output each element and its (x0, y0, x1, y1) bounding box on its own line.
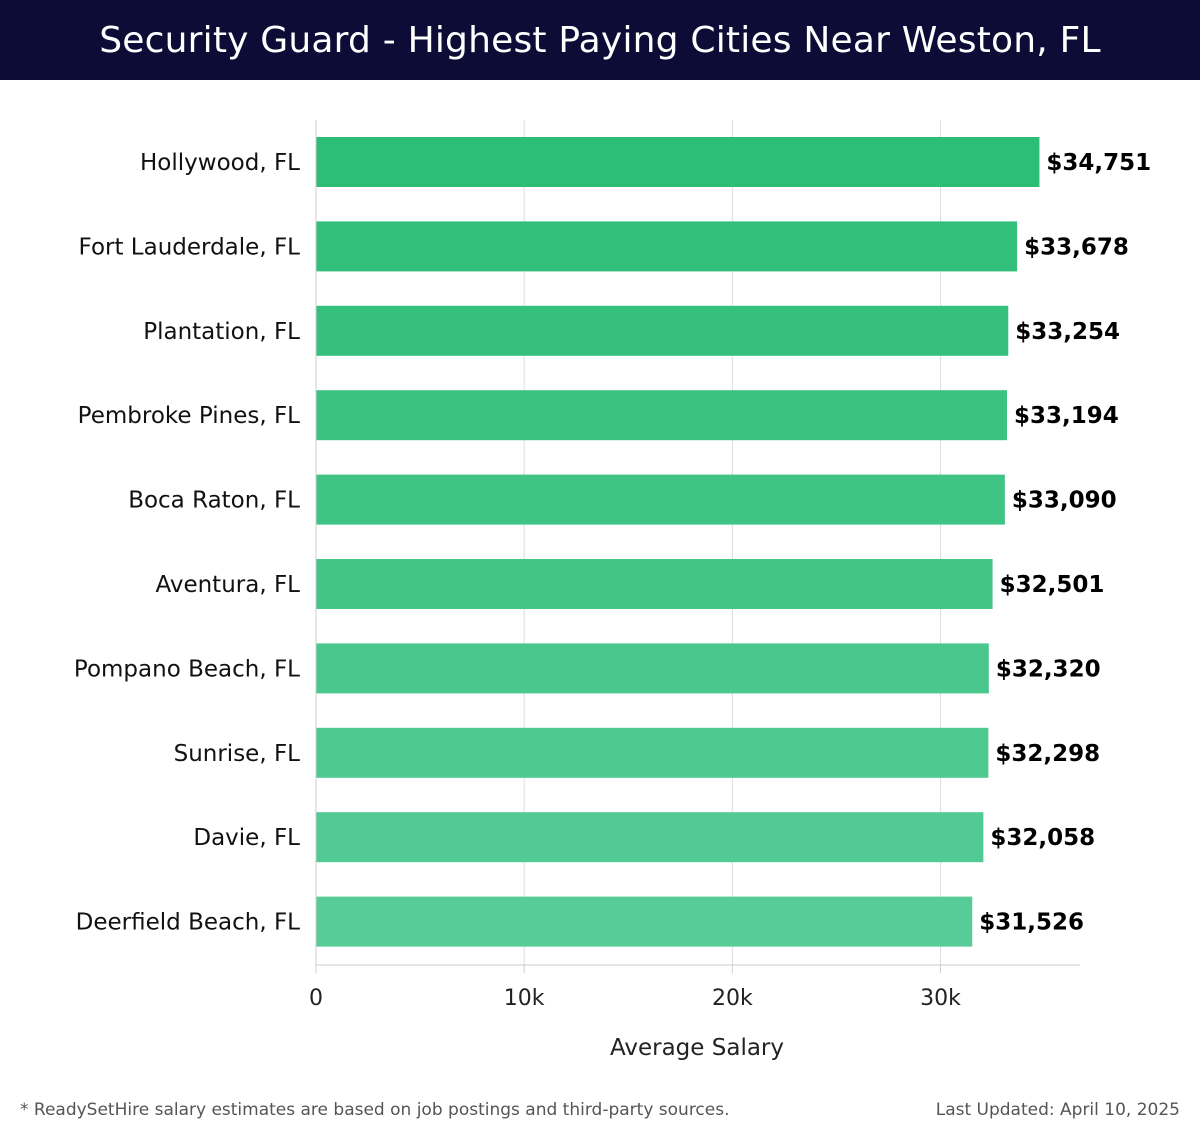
value-label: $33,194 (1014, 403, 1119, 429)
last-updated: Last Updated: April 10, 2025 (935, 1100, 1180, 1120)
category-label: Davie, FL (193, 825, 300, 851)
value-label: $32,501 (1000, 572, 1105, 598)
footer-note: * ReadySetHire salary estimates are base… (20, 1100, 730, 1120)
bars (316, 137, 1040, 947)
bar (316, 137, 1040, 187)
value-label: $34,751 (1046, 150, 1151, 176)
category-label: Sunrise, FL (174, 741, 301, 767)
category-label: Hollywood, FL (140, 150, 300, 176)
category-label: Boca Raton, FL (128, 488, 300, 514)
bar (316, 643, 989, 694)
chart-title: Security Guard - Highest Paying Cities N… (99, 19, 1101, 61)
value-labels: $34,751 $33,678 $33,254 $33,194 $33,090 $32,5… (979, 150, 1151, 936)
x-tick-label: 20k (712, 986, 753, 1011)
x-axis-title: Average Salary (610, 1035, 784, 1061)
category-label: Pompano Beach, FL (74, 656, 300, 682)
bar (316, 896, 973, 947)
value-label: $32,058 (990, 825, 1095, 851)
value-label: $33,678 (1024, 234, 1129, 260)
category-labels: Hollywood, FL Fort Lauderdale, FL Plantati… (74, 150, 300, 936)
bar (316, 474, 1005, 525)
x-axis: 0 10k 20k 30k (309, 120, 1080, 1011)
chart-header: Security Guard - Highest Paying Cities N… (0, 0, 1200, 80)
value-label: $32,298 (995, 741, 1100, 767)
category-label: Plantation, FL (143, 319, 300, 345)
category-label: Deerfield Beach, FL (76, 910, 301, 936)
bar (316, 390, 1008, 441)
x-tick-label: 30k (920, 986, 961, 1011)
x-tick-label: 0 (309, 986, 323, 1011)
bar (316, 812, 984, 863)
category-label: Pembroke Pines, FL (78, 403, 301, 429)
value-label: $33,090 (1012, 488, 1117, 514)
value-label: $32,320 (996, 656, 1101, 682)
x-tick-label: 10k (504, 986, 545, 1011)
category-label: Fort Lauderdale, FL (79, 234, 301, 260)
value-label: $33,254 (1015, 319, 1120, 345)
bar (316, 727, 989, 778)
bar (316, 221, 1018, 272)
salary-bar-chart: 0 10k 20k 30k Hollywood, FL Fort Lauderdale,… (74, 120, 1151, 1061)
category-label: Aventura, FL (155, 572, 300, 598)
bar (316, 559, 993, 609)
bar (316, 305, 1009, 356)
value-label: $31,526 (979, 910, 1084, 936)
